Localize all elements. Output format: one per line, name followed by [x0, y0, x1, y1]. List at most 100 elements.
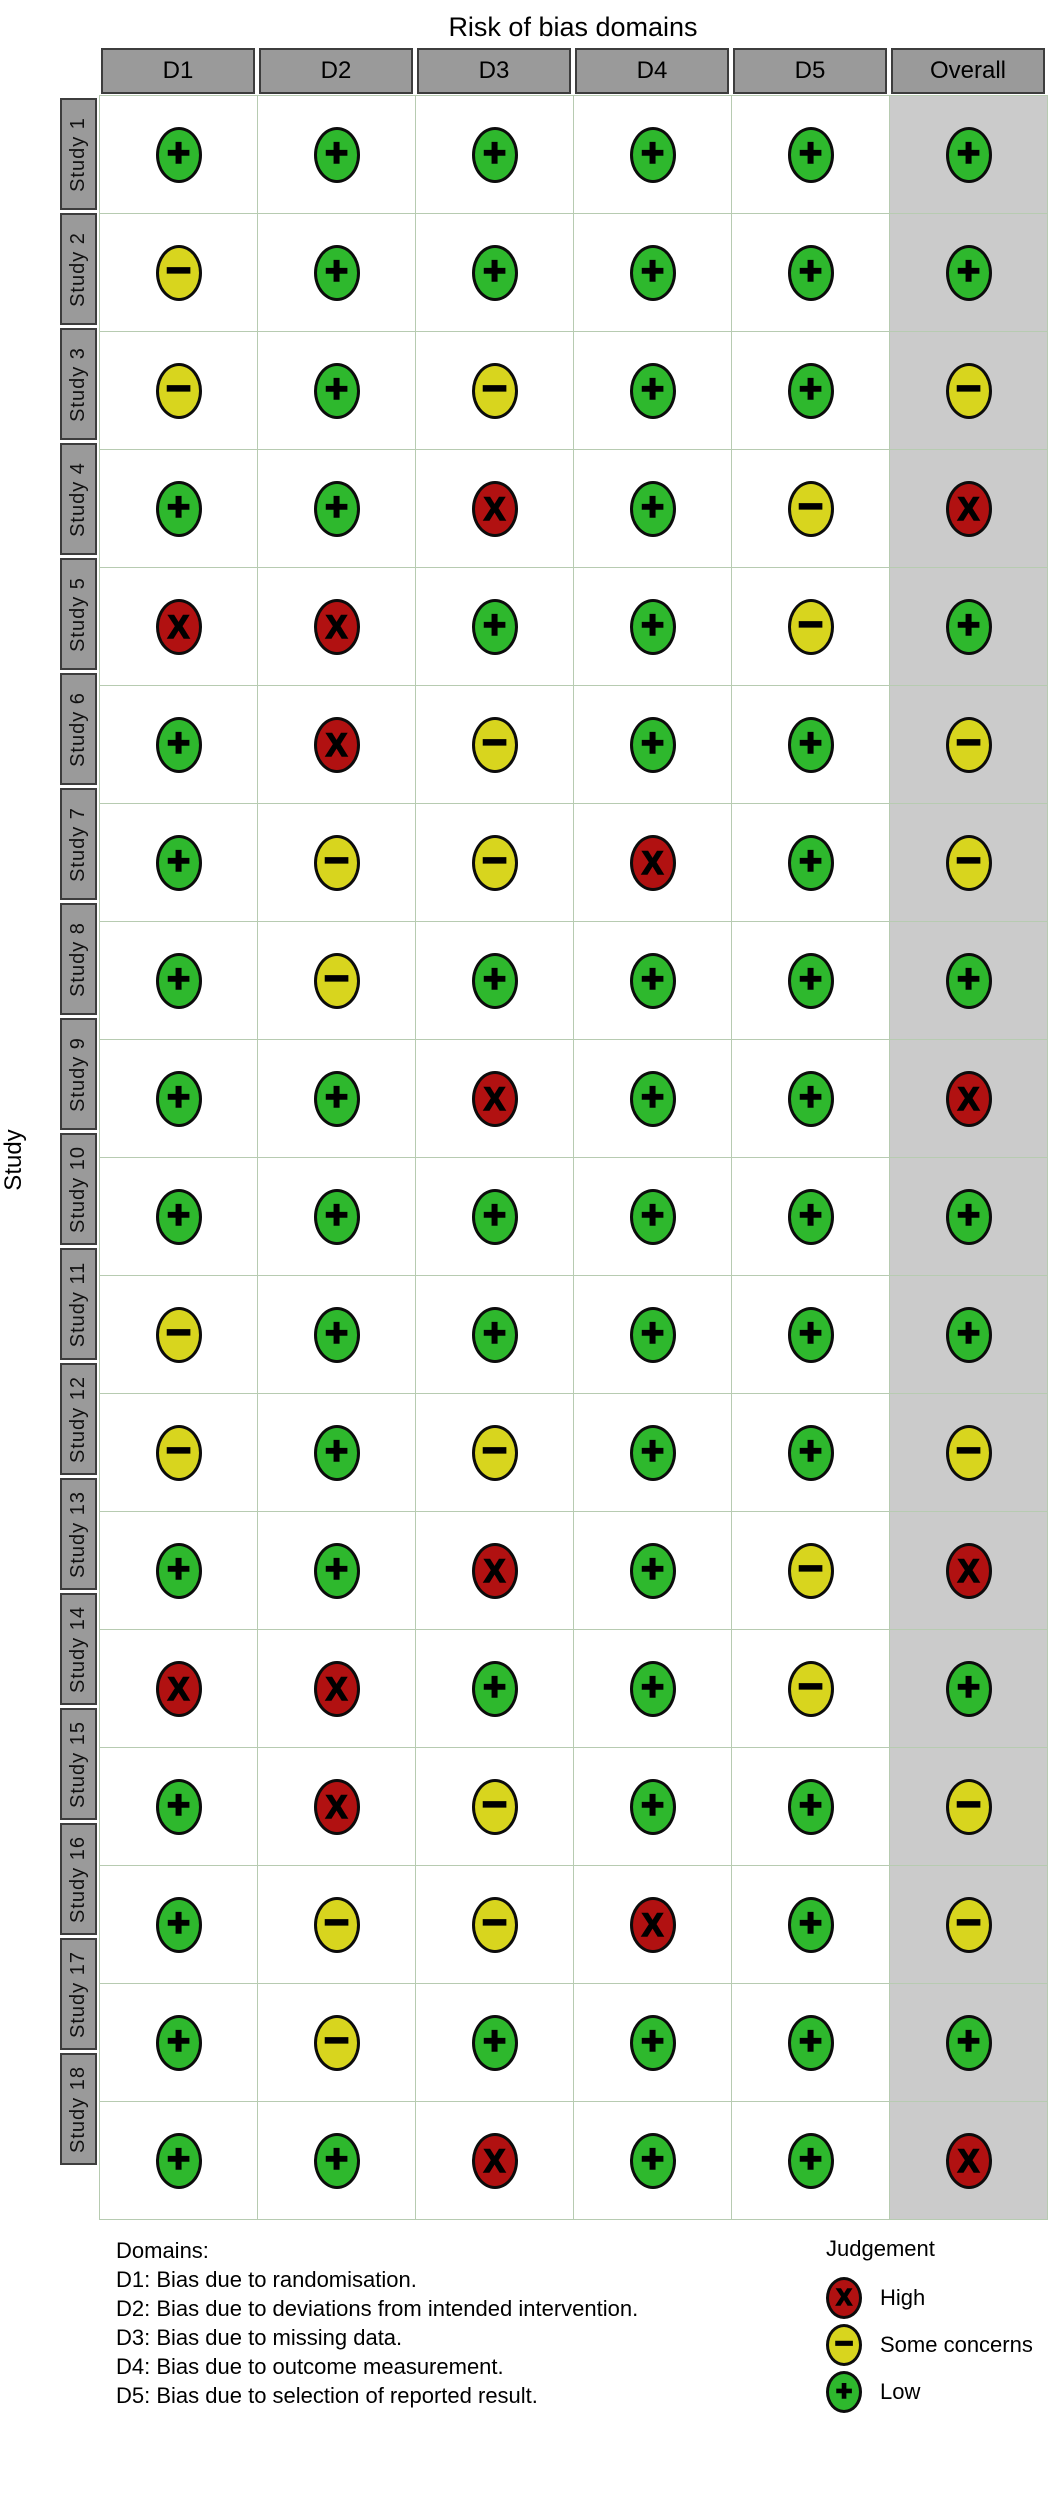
judgement-circle-low: + [629, 126, 676, 183]
study-row-label: Study 12 [60, 1363, 97, 1475]
judgement-cell: + [574, 568, 732, 686]
judgement-cell: + [890, 1276, 1048, 1394]
study-row-label-text: Study 3 [67, 346, 90, 422]
judgement-symbol: X [325, 1788, 348, 1825]
judgement-cell: + [732, 1040, 890, 1158]
legend-symbol: + [835, 2374, 853, 2406]
judgement-symbol: + [798, 721, 823, 765]
judgement-cell: X [258, 1748, 416, 1866]
judgement-cell: + [574, 1158, 732, 1276]
judgement-cell: − [890, 686, 1048, 804]
judgement-cell: − [100, 332, 258, 450]
judgement-circle-low: + [945, 952, 992, 1009]
judgement-symbol: − [323, 953, 350, 1003]
column-header-d2: D2 [259, 48, 413, 94]
judgement-cell: + [732, 1866, 890, 1984]
judgement-symbol: + [956, 957, 981, 1001]
judgement-circle-low: + [629, 716, 676, 773]
judgement-cell: − [258, 804, 416, 922]
judgement-symbol: − [481, 1897, 508, 1947]
column-header-overall: Overall [891, 48, 1045, 94]
legend-label: Some concerns [880, 2331, 1033, 2357]
judgement-cell: + [100, 922, 258, 1040]
judgement-circle-high: X [945, 2132, 992, 2189]
judgement-symbol: + [324, 367, 349, 411]
judgement-circle-low: + [155, 1778, 202, 1835]
judgement-cell: + [890, 568, 1048, 686]
judgement-cell: + [732, 214, 890, 332]
judgement-circle-low: + [629, 2132, 676, 2189]
study-row-label-text: Study 7 [67, 806, 90, 882]
judgement-cell: X [890, 1040, 1048, 1158]
judgement-cell: + [416, 214, 574, 332]
legend-title: Judgement [826, 2236, 935, 2261]
judgement-symbol: + [166, 1547, 191, 1591]
judgement-symbol: − [323, 1897, 350, 1947]
judgement-symbol: X [483, 1080, 506, 1117]
judgement-circle-low: + [787, 834, 834, 891]
y-axis-label: Study [0, 1129, 27, 1191]
judgement-cell: X [416, 2102, 574, 2220]
legend-symbol: − [834, 2325, 854, 2361]
study-row-label-text: Study 8 [67, 921, 90, 997]
judgement-cell: + [574, 1512, 732, 1630]
legend-symbol: X [836, 2284, 853, 2310]
judgement-circle-low: + [945, 244, 992, 301]
judgement-cell: − [890, 1748, 1048, 1866]
study-row-label-text: Study 4 [67, 461, 90, 537]
judgement-cell: + [100, 686, 258, 804]
domain-definition: D3: Bias due to missing data. [116, 2325, 403, 2350]
judgement-symbol: − [955, 717, 982, 767]
legend-item-some-concerns: − Some concerns [826, 2321, 1033, 2368]
judgement-circle-low: + [471, 126, 518, 183]
judgement-symbol: + [798, 1311, 823, 1355]
judgement-circle-low: + [155, 2014, 202, 2071]
judgement-cell: X [416, 1040, 574, 1158]
judgement-cell: + [258, 96, 416, 214]
judgement-circle-some-concerns: − [155, 1424, 202, 1481]
judgement-symbol: X [325, 726, 348, 763]
judgement-cell: X [574, 804, 732, 922]
judgement-symbol: X [325, 1670, 348, 1707]
study-row-label: Study 11 [60, 1248, 97, 1360]
study-row-label: Study 1 [60, 98, 97, 210]
judgement-cell: X [258, 568, 416, 686]
judgement-circle-low: + [787, 1188, 834, 1245]
study-row-label: Study 4 [60, 443, 97, 555]
judgement-symbol: + [798, 957, 823, 1001]
judgement-symbol: + [166, 1075, 191, 1119]
study-row-label: Study 8 [60, 903, 97, 1015]
judgement-symbol: + [640, 1311, 665, 1355]
judgement-circle-low: + [471, 598, 518, 655]
judgement-symbol: + [798, 2019, 823, 2063]
study-row-label: Study 5 [60, 558, 97, 670]
judgement-cell: X [574, 1866, 732, 1984]
judgement-circle-low: + [155, 2132, 202, 2189]
column-header-d1: D1 [101, 48, 255, 94]
study-row-label: Study 13 [60, 1478, 97, 1590]
judgement-cell: + [574, 1394, 732, 1512]
judgement-symbol: + [798, 249, 823, 293]
judgement-circle-high: X [155, 598, 202, 655]
judgement-circle-high: X [945, 1070, 992, 1127]
judgement-circle-low: + [471, 1660, 518, 1717]
judgement-circle-low: + [313, 1542, 360, 1599]
judgement-symbol: + [640, 249, 665, 293]
judgement-symbol: − [797, 1661, 824, 1711]
judgement-circle-some-concerns: − [155, 1306, 202, 1363]
judgement-cell: + [574, 1040, 732, 1158]
judgement-cell: X [890, 2102, 1048, 2220]
judgement-cell: + [100, 1984, 258, 2102]
judgement-cell: + [732, 804, 890, 922]
judgement-circle-high: X [313, 1778, 360, 1835]
judgement-symbol: + [640, 1075, 665, 1119]
judgement-symbol: − [797, 481, 824, 531]
judgement-cell: + [574, 214, 732, 332]
judgement-symbol: + [640, 1193, 665, 1237]
study-row-label-text: Study 1 [67, 116, 90, 192]
judgement-symbol: + [798, 1783, 823, 1827]
judgement-symbol: + [798, 839, 823, 883]
judgement-cell: + [100, 1866, 258, 1984]
judgement-circle-low: + [155, 1542, 202, 1599]
judgement-symbol: + [640, 721, 665, 765]
